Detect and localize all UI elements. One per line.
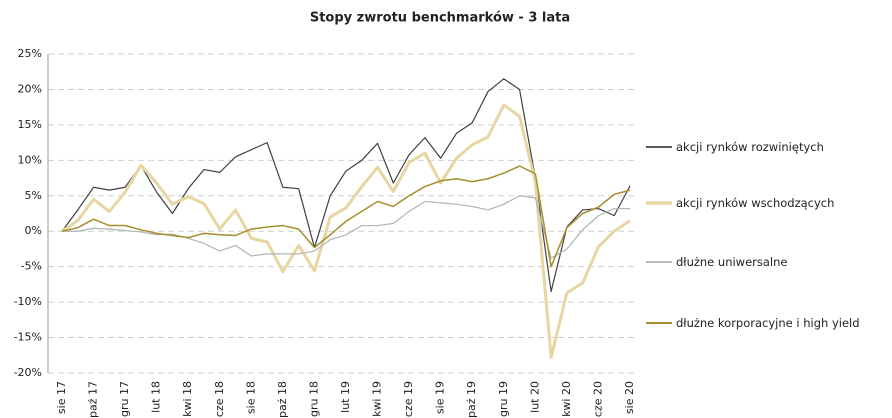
x-tick-label: sie 19 [434,381,447,414]
x-tick-label: gru 17 [118,381,131,417]
x-tick-label: lut 18 [150,381,163,413]
legend-label: dłużne korporacyjne i high yield [676,316,860,330]
x-tick-label: kwi 18 [181,381,194,417]
series-line [61,103,631,359]
y-tick-label: 20% [18,82,42,95]
x-tick-label: sie 18 [244,381,257,414]
legend-label: akcji rynków wschodzących [676,196,835,210]
x-tick-label: kwi 20 [560,381,573,417]
x-tick-label: sie 17 [55,381,68,414]
x-tick-label: cze 20 [591,381,604,417]
series-line [61,78,631,293]
y-tick-label: -5% [21,260,42,273]
x-tick-label: gru 18 [307,381,320,417]
y-tick-label: 10% [18,153,42,166]
x-tick-label: cze 18 [213,381,226,417]
y-tick-label: 5% [25,189,42,202]
x-tick-label: cze 19 [402,381,415,417]
y-tick-label: -20% [14,366,42,379]
x-tick-label: kwi 19 [371,381,384,417]
x-tick-label: paź 17 [87,381,100,418]
x-tick-label: paź 18 [276,381,289,418]
y-tick-label: 25% [18,47,42,60]
x-tick-label: paź 19 [465,381,478,418]
series-line [61,165,631,268]
legend-label: akcji rynków rozwiniętych [676,140,824,154]
chart-title: Stopy zwrotu benchmarków - 3 lata [310,11,570,26]
series-line [62,195,630,259]
x-tick-label: lut 19 [339,381,352,413]
y-tick-label: -10% [14,295,42,308]
y-tick-label: 15% [18,118,42,131]
y-tick-label: -15% [14,331,42,344]
y-tick-label: 0% [25,224,42,237]
x-tick-label: lut 20 [528,381,541,413]
x-tick-label: gru 19 [497,381,510,417]
x-tick-label: sie 20 [623,381,636,414]
legend-label: dłużne uniwersalne [676,255,788,269]
